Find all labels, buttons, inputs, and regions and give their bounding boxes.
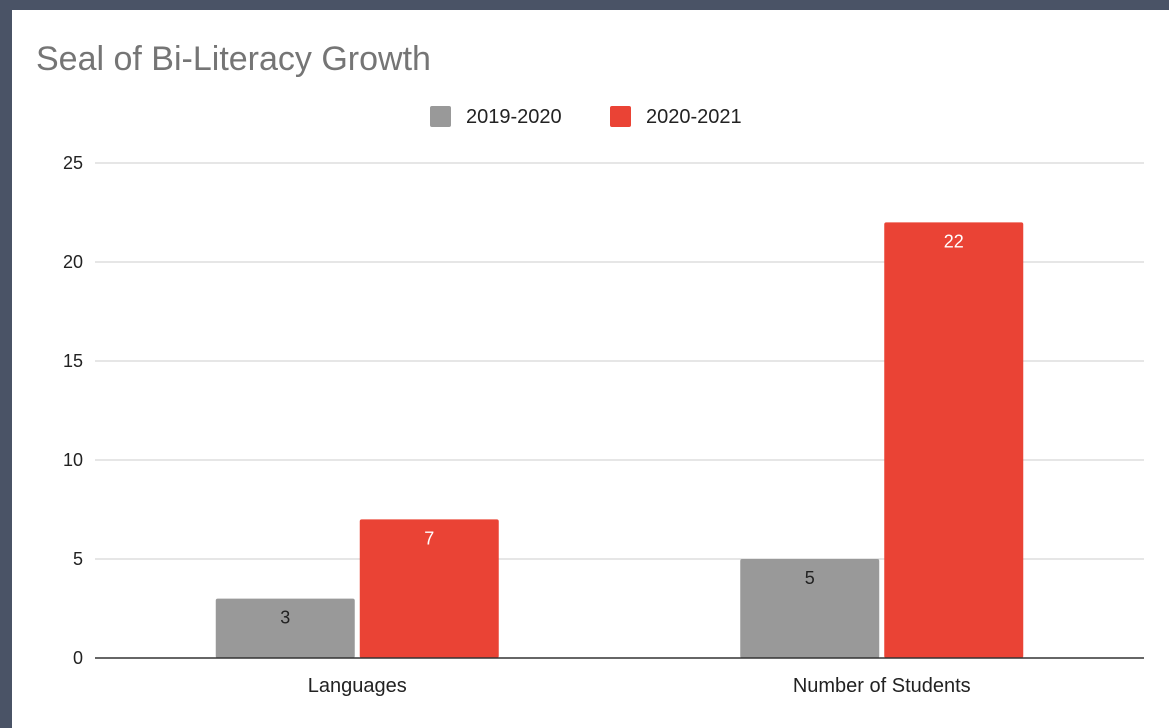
data-label: 3 <box>280 608 290 628</box>
legend-swatch <box>430 106 451 127</box>
data-label: 5 <box>805 568 815 588</box>
category-label: Number of Students <box>793 675 971 697</box>
legend-swatch <box>610 106 631 127</box>
y-tick-label: 5 <box>73 549 83 569</box>
legend-label: 2019-2020 <box>466 106 562 128</box>
chart-title: Seal of Bi-Literacy Growth <box>36 40 431 78</box>
y-tick-label: 10 <box>63 450 83 470</box>
legend: 2019-2020 2020-2021 <box>430 106 742 128</box>
legend-label: 2020-2021 <box>646 106 742 128</box>
data-label: 22 <box>944 231 964 251</box>
bar <box>884 222 1024 658</box>
chart-card: Seal of Bi-Literacy Growth 2019-2020 2020… <box>12 10 1169 728</box>
bars: 3 7 5 22 <box>215 222 1024 658</box>
bar-chart: Seal of Bi-Literacy Growth 2019-2020 2020… <box>36 40 1144 697</box>
y-axis: 0 5 10 15 20 25 <box>63 153 83 668</box>
y-tick-label: 15 <box>63 351 83 371</box>
category-label: Languages <box>308 675 407 697</box>
y-tick-label: 0 <box>73 648 83 668</box>
x-axis: Languages Number of Students <box>95 657 1144 697</box>
data-label: 7 <box>424 528 434 548</box>
y-tick-label: 25 <box>63 153 83 173</box>
bar <box>740 559 880 658</box>
bar <box>359 519 499 658</box>
y-tick-label: 20 <box>63 252 83 272</box>
bar <box>215 598 355 658</box>
